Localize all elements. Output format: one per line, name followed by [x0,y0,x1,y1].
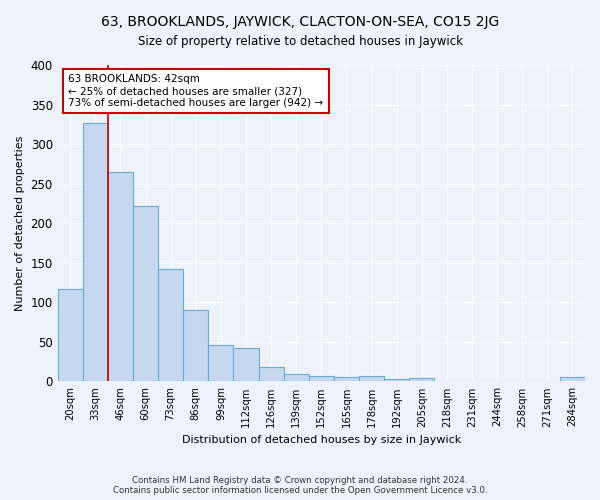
Bar [108,172,133,382]
Bar [384,379,409,382]
Text: Size of property relative to detached houses in Jaywick: Size of property relative to detached ho… [137,35,463,48]
Bar [58,289,83,382]
Text: 63, BROOKLANDS, JAYWICK, CLACTON-ON-SEA, CO15 2JG: 63, BROOKLANDS, JAYWICK, CLACTON-ON-SEA,… [101,15,499,29]
Bar [83,122,108,382]
Bar [233,348,259,382]
Bar [560,378,585,382]
Text: 63 BROOKLANDS: 42sqm
← 25% of detached houses are smaller (327)
73% of semi-deta: 63 BROOKLANDS: 42sqm ← 25% of detached h… [68,74,323,108]
Bar [183,310,208,382]
Bar [259,367,284,382]
Bar [133,206,158,382]
Bar [409,378,434,382]
Bar [158,269,183,382]
Bar [284,374,309,382]
X-axis label: Distribution of detached houses by size in Jaywick: Distribution of detached houses by size … [182,435,461,445]
Bar [359,376,384,382]
Bar [309,376,334,382]
Bar [208,345,233,382]
Text: Contains HM Land Registry data © Crown copyright and database right 2024.
Contai: Contains HM Land Registry data © Crown c… [113,476,487,495]
Bar [334,376,359,382]
Y-axis label: Number of detached properties: Number of detached properties [15,136,25,311]
